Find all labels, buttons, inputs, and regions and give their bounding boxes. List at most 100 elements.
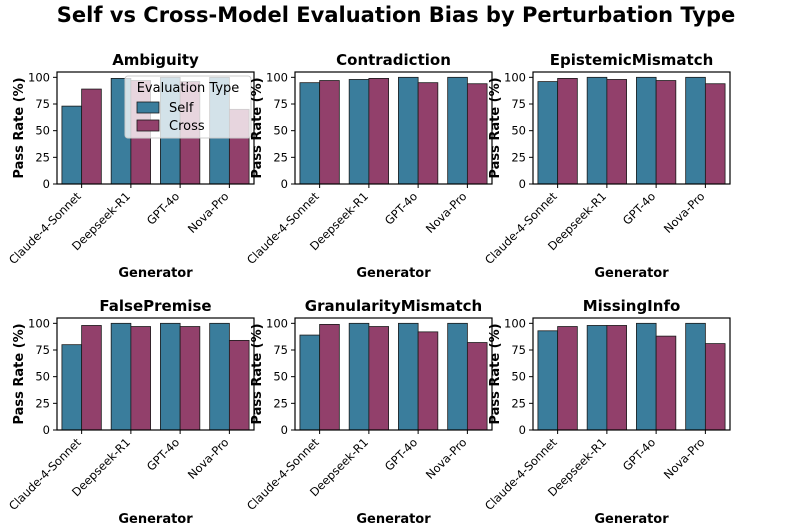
panel-granularitymismatch: GranularityMismatch 0 25 50 75 100 Claude-4-So…: [244, 297, 493, 527]
y-tick-label: 100: [266, 316, 288, 330]
y-tick-label: 25: [511, 396, 526, 410]
legend: Evaluation Type Self Cross: [124, 75, 252, 139]
x-tick-label-nova-pro: Nova-Pro: [661, 189, 708, 236]
x-axis-label: Generator: [594, 512, 669, 527]
legend-label-cross: Cross: [169, 119, 205, 134]
bar-cross-nova-pro: [704, 343, 726, 431]
bar-self-gpt-4o: [636, 322, 657, 431]
panel-title: EpistemicMismatch: [550, 51, 714, 69]
bar-self-claude-4-sonnet: [537, 330, 559, 431]
bar-cross-claude-4-sonnet: [81, 88, 102, 185]
x-tick-label-claude-4-sonnet: Claude-4-Sonnet: [482, 435, 560, 513]
y-axis-label: Pass Rate (%): [12, 323, 27, 424]
y-tick-label: 75: [511, 343, 526, 357]
y-tick-label: 0: [519, 177, 526, 191]
x-tick-label-nova-pro: Nova-Pro: [423, 435, 470, 482]
y-tick-label: 75: [273, 343, 288, 357]
x-axis-label: Generator: [118, 266, 193, 281]
bar-cross-nova-pro: [466, 83, 488, 185]
bar-cross-deepseek-r1: [606, 79, 627, 185]
x-tick-label-gpt-4o: GPT-4o: [144, 189, 182, 227]
bar-cross-deepseek-r1: [368, 326, 389, 431]
y-tick-label: 75: [35, 97, 50, 111]
y-axis-label: Pass Rate (%): [488, 323, 503, 424]
bar-cross-gpt-4o: [655, 335, 677, 431]
panel-contradiction: Contradiction0255075100Claude-4-SonnetDe…: [244, 51, 493, 281]
y-tick-label: 0: [281, 423, 288, 437]
bar-self-claude-4-sonnet: [537, 81, 559, 185]
y-tick-label: 50: [35, 370, 50, 384]
bar-self-claude-4-sonnet: [299, 82, 321, 185]
y-tick-label: 50: [511, 124, 526, 138]
legend-label-self: Self: [169, 101, 194, 116]
y-tick-label: 75: [511, 97, 526, 111]
axes-frame: [56, 71, 255, 185]
legend-title: Evaluation Type: [137, 81, 240, 96]
bar-cross-nova-pro: [228, 339, 250, 431]
bar-self-claude-4-sonnet: [299, 334, 321, 431]
y-tick-label: 25: [273, 396, 288, 410]
bar-self-nova-pro: [209, 322, 230, 431]
y-tick-label: 75: [273, 97, 288, 111]
bar-self-claude-4-sonnet: [61, 344, 83, 431]
panel-title: FalsePremise: [99, 297, 211, 315]
legend-swatch-self: [136, 101, 160, 114]
bar-self-gpt-4o: [398, 322, 419, 431]
y-tick-label: 0: [281, 177, 288, 191]
axes-frame: [294, 317, 493, 431]
bar-cross-claude-4-sonnet: [557, 78, 578, 185]
y-tick-label: 0: [519, 423, 526, 437]
panel-title: MissingInfo: [583, 297, 681, 315]
axes-frame: [532, 317, 731, 431]
y-axis-label: Pass Rate (%): [488, 77, 503, 178]
bar-self-gpt-4o: [160, 322, 181, 431]
bar-self-deepseek-r1: [586, 76, 608, 185]
legend-swatch-cross: [136, 119, 160, 132]
y-tick-label: 0: [43, 177, 50, 191]
y-axis-label: Pass Rate (%): [250, 77, 265, 178]
bar-cross-deepseek-r1: [606, 325, 627, 431]
axes-frame: [532, 71, 731, 185]
y-tick-label: 75: [35, 343, 50, 357]
x-axis-label: Generator: [118, 512, 193, 527]
subplot-grid: Ambiguity0255075100Claude-4-SonnetDeepse…: [6, 51, 731, 527]
bar-cross-deepseek-r1: [368, 78, 389, 185]
y-tick-label: 100: [504, 316, 526, 330]
x-tick-label-nova-pro: Nova-Pro: [185, 435, 232, 482]
bar-self-deepseek-r1: [586, 325, 608, 431]
x-axis-label: Generator: [356, 266, 431, 281]
x-axis-label: Generator: [594, 266, 669, 281]
x-axis-label: Generator: [356, 512, 431, 527]
x-tick-label-gpt-4o: GPT-4o: [144, 435, 182, 473]
bar-cross-gpt-4o: [417, 82, 439, 185]
axes-frame: [294, 71, 493, 185]
y-tick-label: 50: [273, 124, 288, 138]
x-tick-label-claude-4-sonnet: Claude-4-Sonnet: [244, 435, 322, 513]
y-tick-label: 100: [504, 70, 526, 84]
bar-self-gpt-4o: [398, 76, 419, 185]
bar-self-nova-pro: [685, 76, 706, 185]
x-tick-label-claude-4-sonnet: Claude-4-Sonnet: [244, 189, 322, 267]
bar-self-claude-4-sonnet: [61, 105, 83, 185]
y-tick-label: 100: [28, 70, 50, 84]
panel-missinginfo: MissingInfo0255075100Claude-4-SonnetDeep…: [482, 297, 731, 527]
panel-falsepremise: FalsePremise0255075100Claude-4-SonnetDee…: [6, 297, 255, 527]
y-tick-label: 50: [511, 370, 526, 384]
y-tick-label: 0: [43, 423, 50, 437]
bar-cross-claude-4-sonnet: [319, 80, 340, 185]
y-tick-label: 50: [35, 124, 50, 138]
bar-cross-nova-pro: [704, 83, 726, 185]
figure-title: Self vs Cross-Model Evaluation Bias by P…: [57, 3, 735, 27]
x-tick-label-gpt-4o: GPT-4o: [620, 435, 658, 473]
bar-self-nova-pro: [447, 322, 468, 431]
y-tick-label: 100: [28, 316, 50, 330]
x-tick-label-claude-4-sonnet: Claude-4-Sonnet: [6, 189, 84, 267]
bar-self-gpt-4o: [636, 76, 657, 185]
panel-title: Ambiguity: [112, 51, 199, 69]
x-tick-label-claude-4-sonnet: Claude-4-Sonnet: [482, 189, 560, 267]
bar-self-nova-pro: [685, 322, 706, 431]
y-tick-label: 100: [266, 70, 288, 84]
panel-epistemicmismatch: EpistemicMismatch 0 25 50 75 100 Claude-4-Sonn…: [482, 51, 731, 281]
